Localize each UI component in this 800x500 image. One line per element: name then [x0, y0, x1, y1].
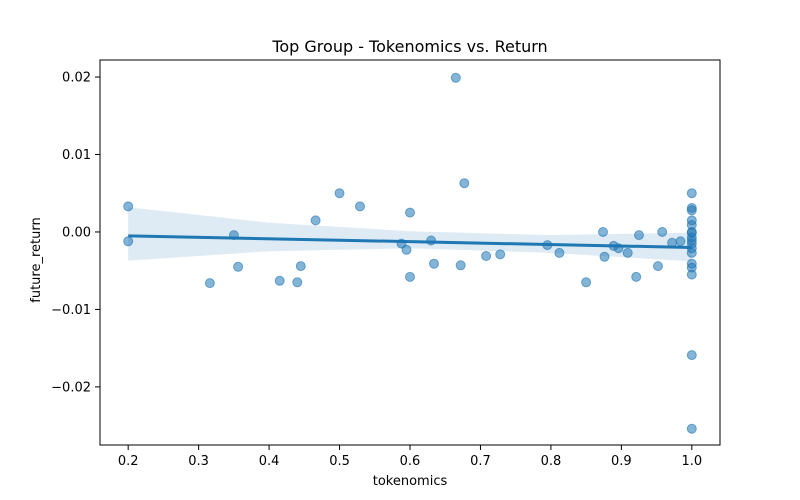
data-point — [686, 247, 697, 258]
y-tick-label: 0.02 — [62, 71, 91, 86]
data-point — [599, 251, 610, 262]
data-point — [481, 251, 492, 261]
data-point — [542, 240, 553, 251]
data-point — [686, 188, 697, 199]
data-point — [295, 261, 306, 272]
data-point — [123, 236, 134, 247]
data-point — [675, 236, 686, 247]
x-tick-label: 0.8 — [541, 454, 562, 469]
data-point — [653, 261, 663, 272]
x-tick-label: 0.2 — [118, 454, 139, 469]
data-point — [554, 247, 565, 258]
data-point — [401, 244, 412, 255]
data-point — [686, 423, 697, 434]
data-point — [204, 278, 215, 289]
data-point — [667, 237, 678, 248]
data-point — [233, 261, 244, 272]
data-point — [405, 207, 415, 218]
x-axis-label: tokenomics — [373, 474, 448, 489]
data-point — [613, 243, 624, 254]
data-point — [405, 271, 415, 282]
x-tick-label: 1.0 — [681, 454, 702, 469]
data-point — [450, 72, 461, 83]
x-tick-label: 0.4 — [259, 454, 280, 469]
data-point — [495, 249, 506, 260]
regression-line — [128, 234, 692, 249]
y-tick-label: 0.01 — [62, 148, 91, 163]
data-point — [657, 227, 668, 237]
y-tick-label: 0.00 — [62, 225, 91, 240]
chart-title: Top Group - Tokenomics vs. Return — [271, 37, 547, 56]
data-point — [622, 247, 633, 258]
y-axis-label: future_return — [29, 217, 44, 302]
y-tick-label: −0.01 — [51, 303, 91, 318]
data-point — [426, 235, 437, 246]
data-point — [634, 230, 644, 241]
data-point — [292, 277, 303, 288]
data-point — [686, 205, 697, 216]
x-tick-label: 0.3 — [188, 454, 209, 469]
x-tick-label: 0.7 — [470, 454, 491, 469]
x-tick-label: 0.6 — [400, 454, 421, 469]
regression-line-layer — [128, 234, 692, 249]
data-point — [429, 258, 439, 269]
data-point — [334, 188, 345, 199]
data-point — [598, 227, 608, 237]
data-point — [228, 230, 239, 241]
data-point — [455, 260, 466, 271]
data-point — [310, 215, 321, 226]
data-point — [355, 201, 365, 212]
data-point — [459, 178, 470, 189]
data-point — [631, 271, 642, 282]
data-point — [123, 201, 134, 212]
x-tick-label: 0.5 — [329, 454, 350, 469]
y-tick-label: −0.02 — [51, 380, 91, 395]
data-point — [686, 350, 697, 361]
data-point — [686, 269, 697, 280]
data-points-layer — [123, 72, 697, 434]
x-tick-label: 0.9 — [611, 454, 632, 469]
axes-layer: 0.2 0.3 0.4 0.5 0.6 0.7 0.8 0.9 1.0 −0.02 −0.01 0.0… — [51, 59, 721, 469]
data-point — [274, 275, 285, 286]
data-point — [581, 277, 592, 288]
